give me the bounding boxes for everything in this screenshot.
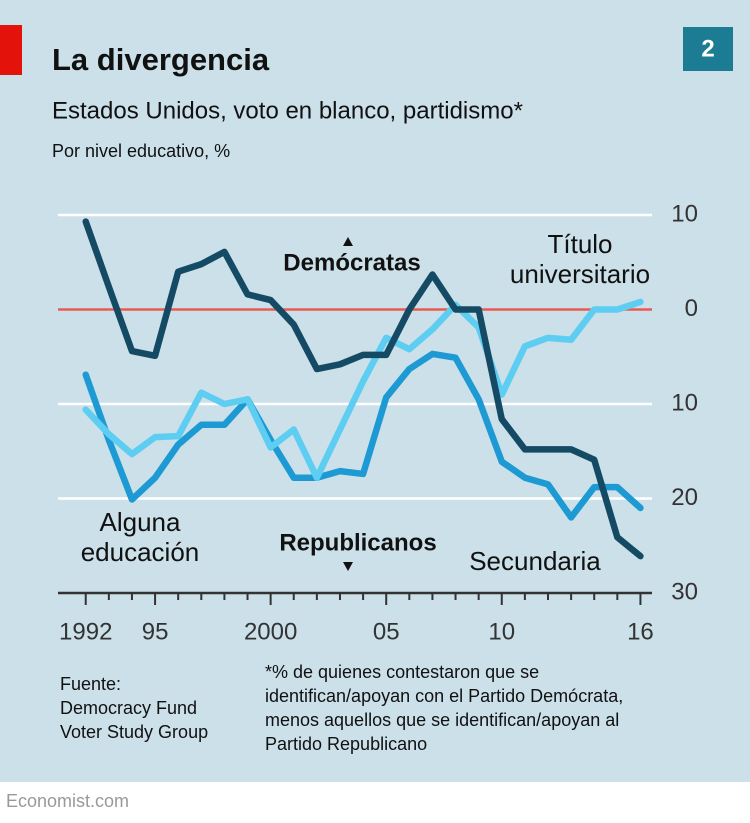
- unit-label: Por nivel educativo, %: [52, 141, 230, 161]
- y-tick-label: 20: [671, 484, 698, 511]
- footnote: *% de quienes contestaron que se identif…: [265, 660, 623, 756]
- footnote-line: *% de quienes contestaron que se: [265, 662, 540, 682]
- x-tick-label: 10: [488, 618, 515, 645]
- y-tick-label: 10: [671, 200, 698, 227]
- y-tick-label: 10: [671, 389, 698, 416]
- source-line: Fuente:: [60, 674, 122, 694]
- down-arrow: [343, 562, 353, 571]
- number-box: [683, 27, 733, 71]
- series-label: Secundaria: [469, 546, 601, 576]
- footnote-line: Partido Republicano: [265, 734, 428, 754]
- footnote-line: menos aquellos que se identifican/apoyan…: [265, 710, 620, 730]
- series-line: [82, 218, 644, 560]
- chart-title: La divergencia: [52, 42, 270, 77]
- chart-number: 2: [701, 35, 714, 62]
- annotation-up: Demócratas: [283, 249, 420, 276]
- x-tick-label: 05: [373, 618, 400, 645]
- series-line: [82, 298, 644, 481]
- up-arrow: [343, 237, 353, 246]
- source: Fuente: Democracy Fund Voter Study Group: [60, 672, 208, 744]
- series-label: Título universitario: [509, 229, 651, 289]
- source-line: Democracy Fund: [60, 698, 198, 718]
- red-flag: [0, 25, 22, 75]
- x-tick-label: 16: [627, 618, 654, 645]
- x-tick-label: 2000: [244, 618, 297, 645]
- source-line: Voter Study Group: [60, 722, 209, 742]
- y-tick-label: 0: [685, 295, 698, 322]
- x-tick-label: 95: [142, 618, 169, 645]
- series-label: Alguna educación: [80, 507, 200, 567]
- panel: [0, 0, 750, 782]
- brand: Economist.com: [6, 791, 129, 811]
- series-line: [82, 350, 644, 521]
- x-tick-label: 1992: [59, 618, 112, 645]
- footnote-line: identifican/apoyan con el Partido Demócr…: [265, 686, 624, 706]
- grid: [58, 213, 652, 595]
- chart-subtitle: Estados Unidos, voto en blanco, partidis…: [52, 97, 523, 124]
- y-tick-label: 30: [671, 578, 698, 605]
- annotation-down: Republicanos: [279, 529, 436, 556]
